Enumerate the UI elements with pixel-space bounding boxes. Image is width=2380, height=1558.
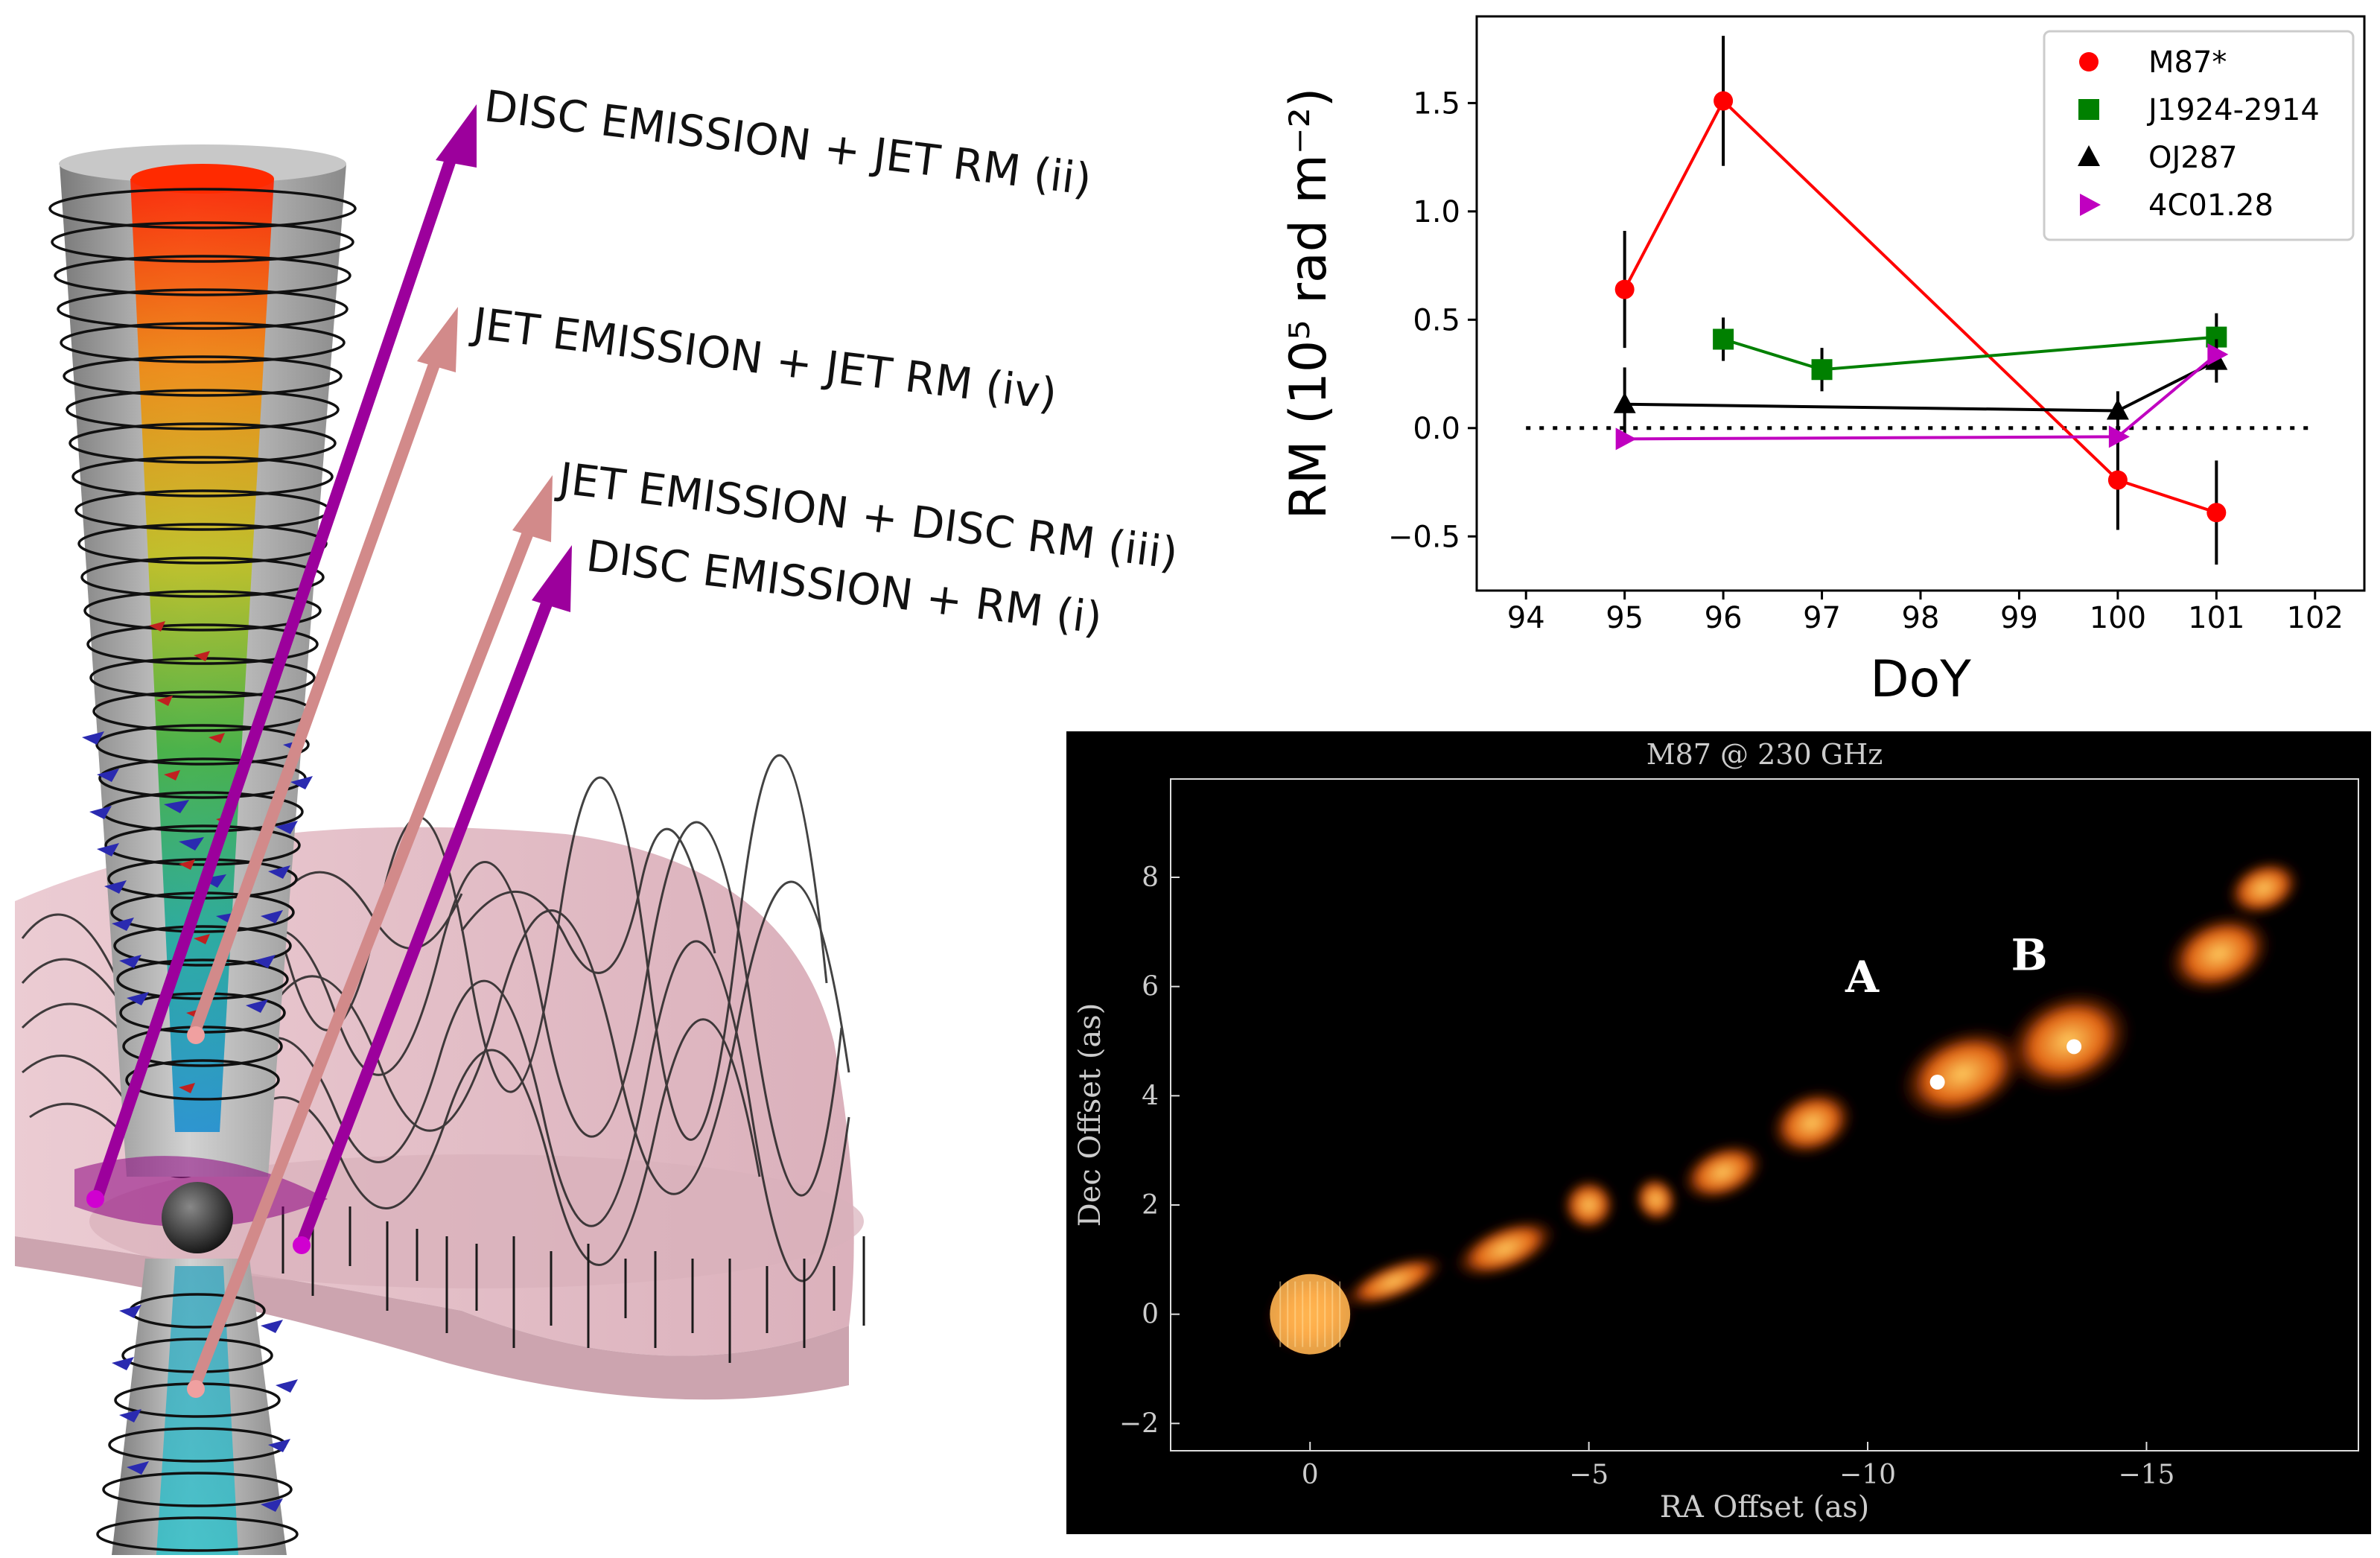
jet-knot — [1898, 1026, 2027, 1122]
jet-knot — [2226, 859, 2302, 918]
x-tick-label: 97 — [1803, 601, 1841, 635]
disc-dangling-field-lines — [281, 1206, 865, 1363]
y-tick-label: 2 — [1142, 1190, 1159, 1221]
y-tick-label: 1.5 — [1413, 86, 1460, 121]
jet-knot — [2165, 912, 2273, 995]
x-tick-label: −15 — [2118, 1460, 2174, 1490]
lower-velocity-arrows — [112, 1305, 298, 1512]
series-j1924-2914 — [1713, 313, 2227, 392]
jet-knot — [1561, 1177, 1617, 1233]
x-tick-label: 99 — [2000, 601, 2038, 635]
x-tick-label: 0 — [1302, 1460, 1319, 1490]
jet-knot — [1341, 1254, 1446, 1309]
upper-helical-field — [48, 188, 357, 1101]
arrow-ii — [91, 147, 460, 1201]
x-tick-label: 94 — [1507, 601, 1545, 635]
arrow-iv-origin — [187, 1026, 205, 1044]
y-tick-label: 4 — [1142, 1081, 1159, 1111]
data-point — [2078, 99, 2099, 120]
y-tick-label: 8 — [1142, 862, 1159, 893]
x-tick-label: 95 — [1606, 601, 1644, 635]
arrow-iv-head — [417, 307, 458, 372]
data-point — [2080, 194, 2101, 216]
data-point — [2108, 425, 2130, 448]
jet-knot — [1769, 1088, 1856, 1158]
data-point — [2207, 343, 2229, 366]
x-tick-label: 98 — [1902, 601, 1940, 635]
jet-knot — [1452, 1218, 1558, 1279]
arrow-ii-origin — [86, 1190, 104, 1208]
x-tick-label: 101 — [2188, 601, 2244, 635]
data-point — [2107, 470, 2128, 490]
y-tick-label: 0 — [1142, 1300, 1159, 1330]
legend-entry: J1924-2914 — [2146, 93, 2320, 127]
legend-entry: M87* — [2148, 45, 2227, 80]
legend-entry: OJ287 — [2148, 141, 2238, 175]
y-tick-label: 0.0 — [1413, 412, 1460, 446]
arrow-i-head — [532, 545, 572, 612]
y-axis-label: RM (10⁵ rad m⁻²) — [1279, 88, 1338, 520]
schematic-illustration — [15, 104, 865, 1555]
legend-entry: 4C01.28 — [2148, 188, 2274, 223]
m87-image-panel: M87 @ 230 GHz 0 −5 −10 −15 −2 0 2 4 6 8 RA Offset (… — [1066, 731, 2371, 1534]
x-tick-label: −10 — [1839, 1460, 1896, 1490]
arrow-iii-head — [512, 475, 553, 542]
series-m87- — [1614, 36, 2227, 565]
black-hole — [162, 1182, 233, 1253]
line-of-sight-arrows — [86, 104, 572, 1398]
legend: M87* J1924-2914 OJ287 4C01.28 — [2043, 30, 2355, 241]
data-point — [2078, 145, 2100, 166]
knot-marker — [2066, 1039, 2082, 1055]
x-tick-label: 100 — [2090, 601, 2146, 635]
velocity-arrows — [82, 731, 313, 1013]
arrow-iv — [188, 348, 445, 1037]
data-point — [1811, 359, 1833, 381]
jet-knot — [2003, 989, 2134, 1093]
m87-image-svg: M87 @ 230 GHz 0 −5 −10 −15 −2 0 2 4 6 8 RA Offset (… — [1073, 738, 2359, 1524]
knot-label-a: A — [1845, 952, 1880, 1002]
x-axis-label: DoY — [1870, 650, 1971, 709]
data-point — [2206, 503, 2227, 523]
y-tick-label: 1.0 — [1413, 195, 1460, 229]
y-tick-label: 0.5 — [1413, 303, 1460, 337]
x-tick-label: 102 — [2287, 601, 2344, 635]
series-line — [1623, 98, 2217, 515]
series-4c01-28 — [1615, 343, 2229, 451]
arrow-ii-head — [436, 104, 477, 168]
data-point — [1713, 328, 1734, 350]
y-tick-label: −2 — [1119, 1408, 1159, 1439]
data-point — [2106, 398, 2129, 420]
knot-marker — [1929, 1075, 1945, 1090]
legend-box — [2043, 30, 2355, 241]
x-axis-label: RA Offset (as) — [1660, 1490, 1870, 1524]
y-axis-label: Dec Offset (as) — [1073, 1003, 1107, 1227]
y-tick-label: −0.5 — [1388, 520, 1460, 554]
jet-knot — [1633, 1175, 1679, 1224]
data-point — [1614, 279, 1635, 299]
data-point — [2079, 52, 2099, 71]
arrow-i — [296, 586, 559, 1246]
y-tick-label: 6 — [1142, 972, 1159, 1002]
data-point — [1613, 392, 1636, 413]
jet-emission — [1266, 859, 2302, 1354]
rm-chart-svg: 94 95 96 97 98 99 100 101 102 −0.5 0.0 0.5 1.0 1.5 DoY… — [1279, 15, 2366, 709]
rm-time-series-chart: 94 95 96 97 98 99 100 101 102 −0.5 0.0 0.5 1.0 1.5 DoY… — [1266, 0, 2380, 715]
data-point — [1714, 91, 1734, 111]
arrow-i-origin — [293, 1236, 311, 1254]
image-title: M87 @ 230 GHz — [1646, 738, 1883, 771]
data-point — [1615, 427, 1637, 451]
arrow-iii — [188, 519, 538, 1391]
arrow-iii-origin — [187, 1380, 205, 1398]
knot-label-b: B — [2011, 930, 2048, 981]
x-tick-label: 96 — [1705, 601, 1743, 635]
jet-knot — [1680, 1142, 1766, 1203]
x-tick-label: −5 — [1569, 1460, 1609, 1490]
image-frame — [1170, 778, 2359, 1452]
jet-disc-schematic: DISC EMISSION + JET RM (ii) JET EMISSION… — [15, 80, 1180, 1555]
